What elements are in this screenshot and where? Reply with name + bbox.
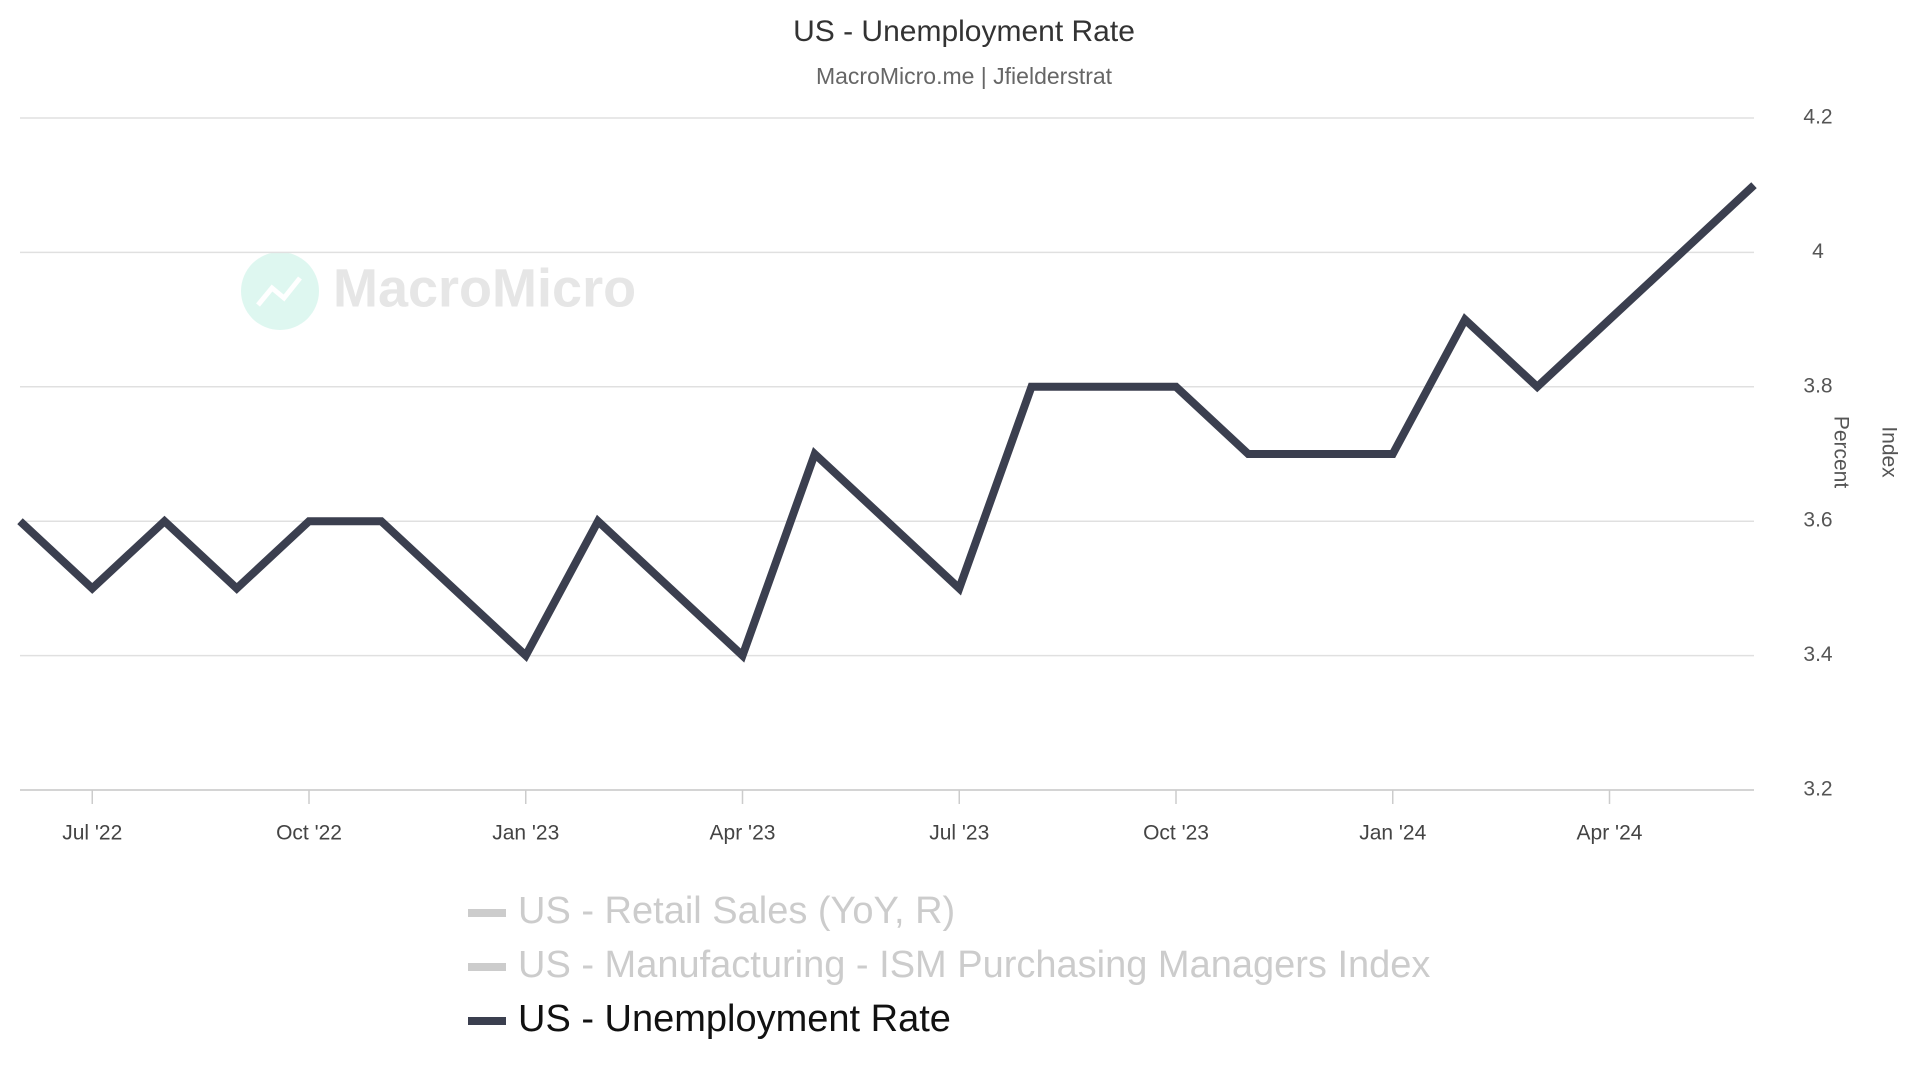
watermark: MacroMicro: [333, 258, 636, 318]
y-tick-label: 4: [1812, 240, 1824, 263]
x-tick-label: Oct '22: [276, 822, 342, 845]
y-tick-label: 3.4: [1803, 643, 1833, 666]
y-tick-label: 3.8: [1803, 374, 1832, 397]
x-tick-label: Jul '22: [62, 822, 122, 845]
chart-subtitle: MacroMicro.me | Jfielderstrat: [816, 63, 1113, 89]
legend-label: US - Manufacturing - ISM Purchasing Mana…: [518, 944, 1430, 986]
y-tick-label: 4.2: [1803, 106, 1832, 129]
y-tick-label: 3.6: [1803, 509, 1832, 532]
x-tick-label: Jan '24: [1359, 822, 1426, 845]
y2-axis-label: Index: [1877, 426, 1900, 478]
chart-title: US - Unemployment Rate: [793, 15, 1135, 48]
legend-label: US - Retail Sales (YoY, R): [518, 890, 955, 932]
y-tick-label: 3.2: [1803, 778, 1832, 801]
x-tick-label: Oct '23: [1143, 822, 1209, 845]
x-tick-label: Apr '24: [1577, 822, 1643, 845]
y-axis-label: Percent: [1829, 416, 1852, 489]
watermark-logo: [241, 252, 319, 330]
x-tick-label: Jul '23: [929, 822, 989, 845]
data-line: [17, 182, 1757, 663]
legend-label: US - Unemployment Rate: [518, 998, 951, 1040]
x-tick-label: Apr '23: [710, 822, 776, 845]
x-tick-label: Jan '23: [492, 822, 559, 845]
